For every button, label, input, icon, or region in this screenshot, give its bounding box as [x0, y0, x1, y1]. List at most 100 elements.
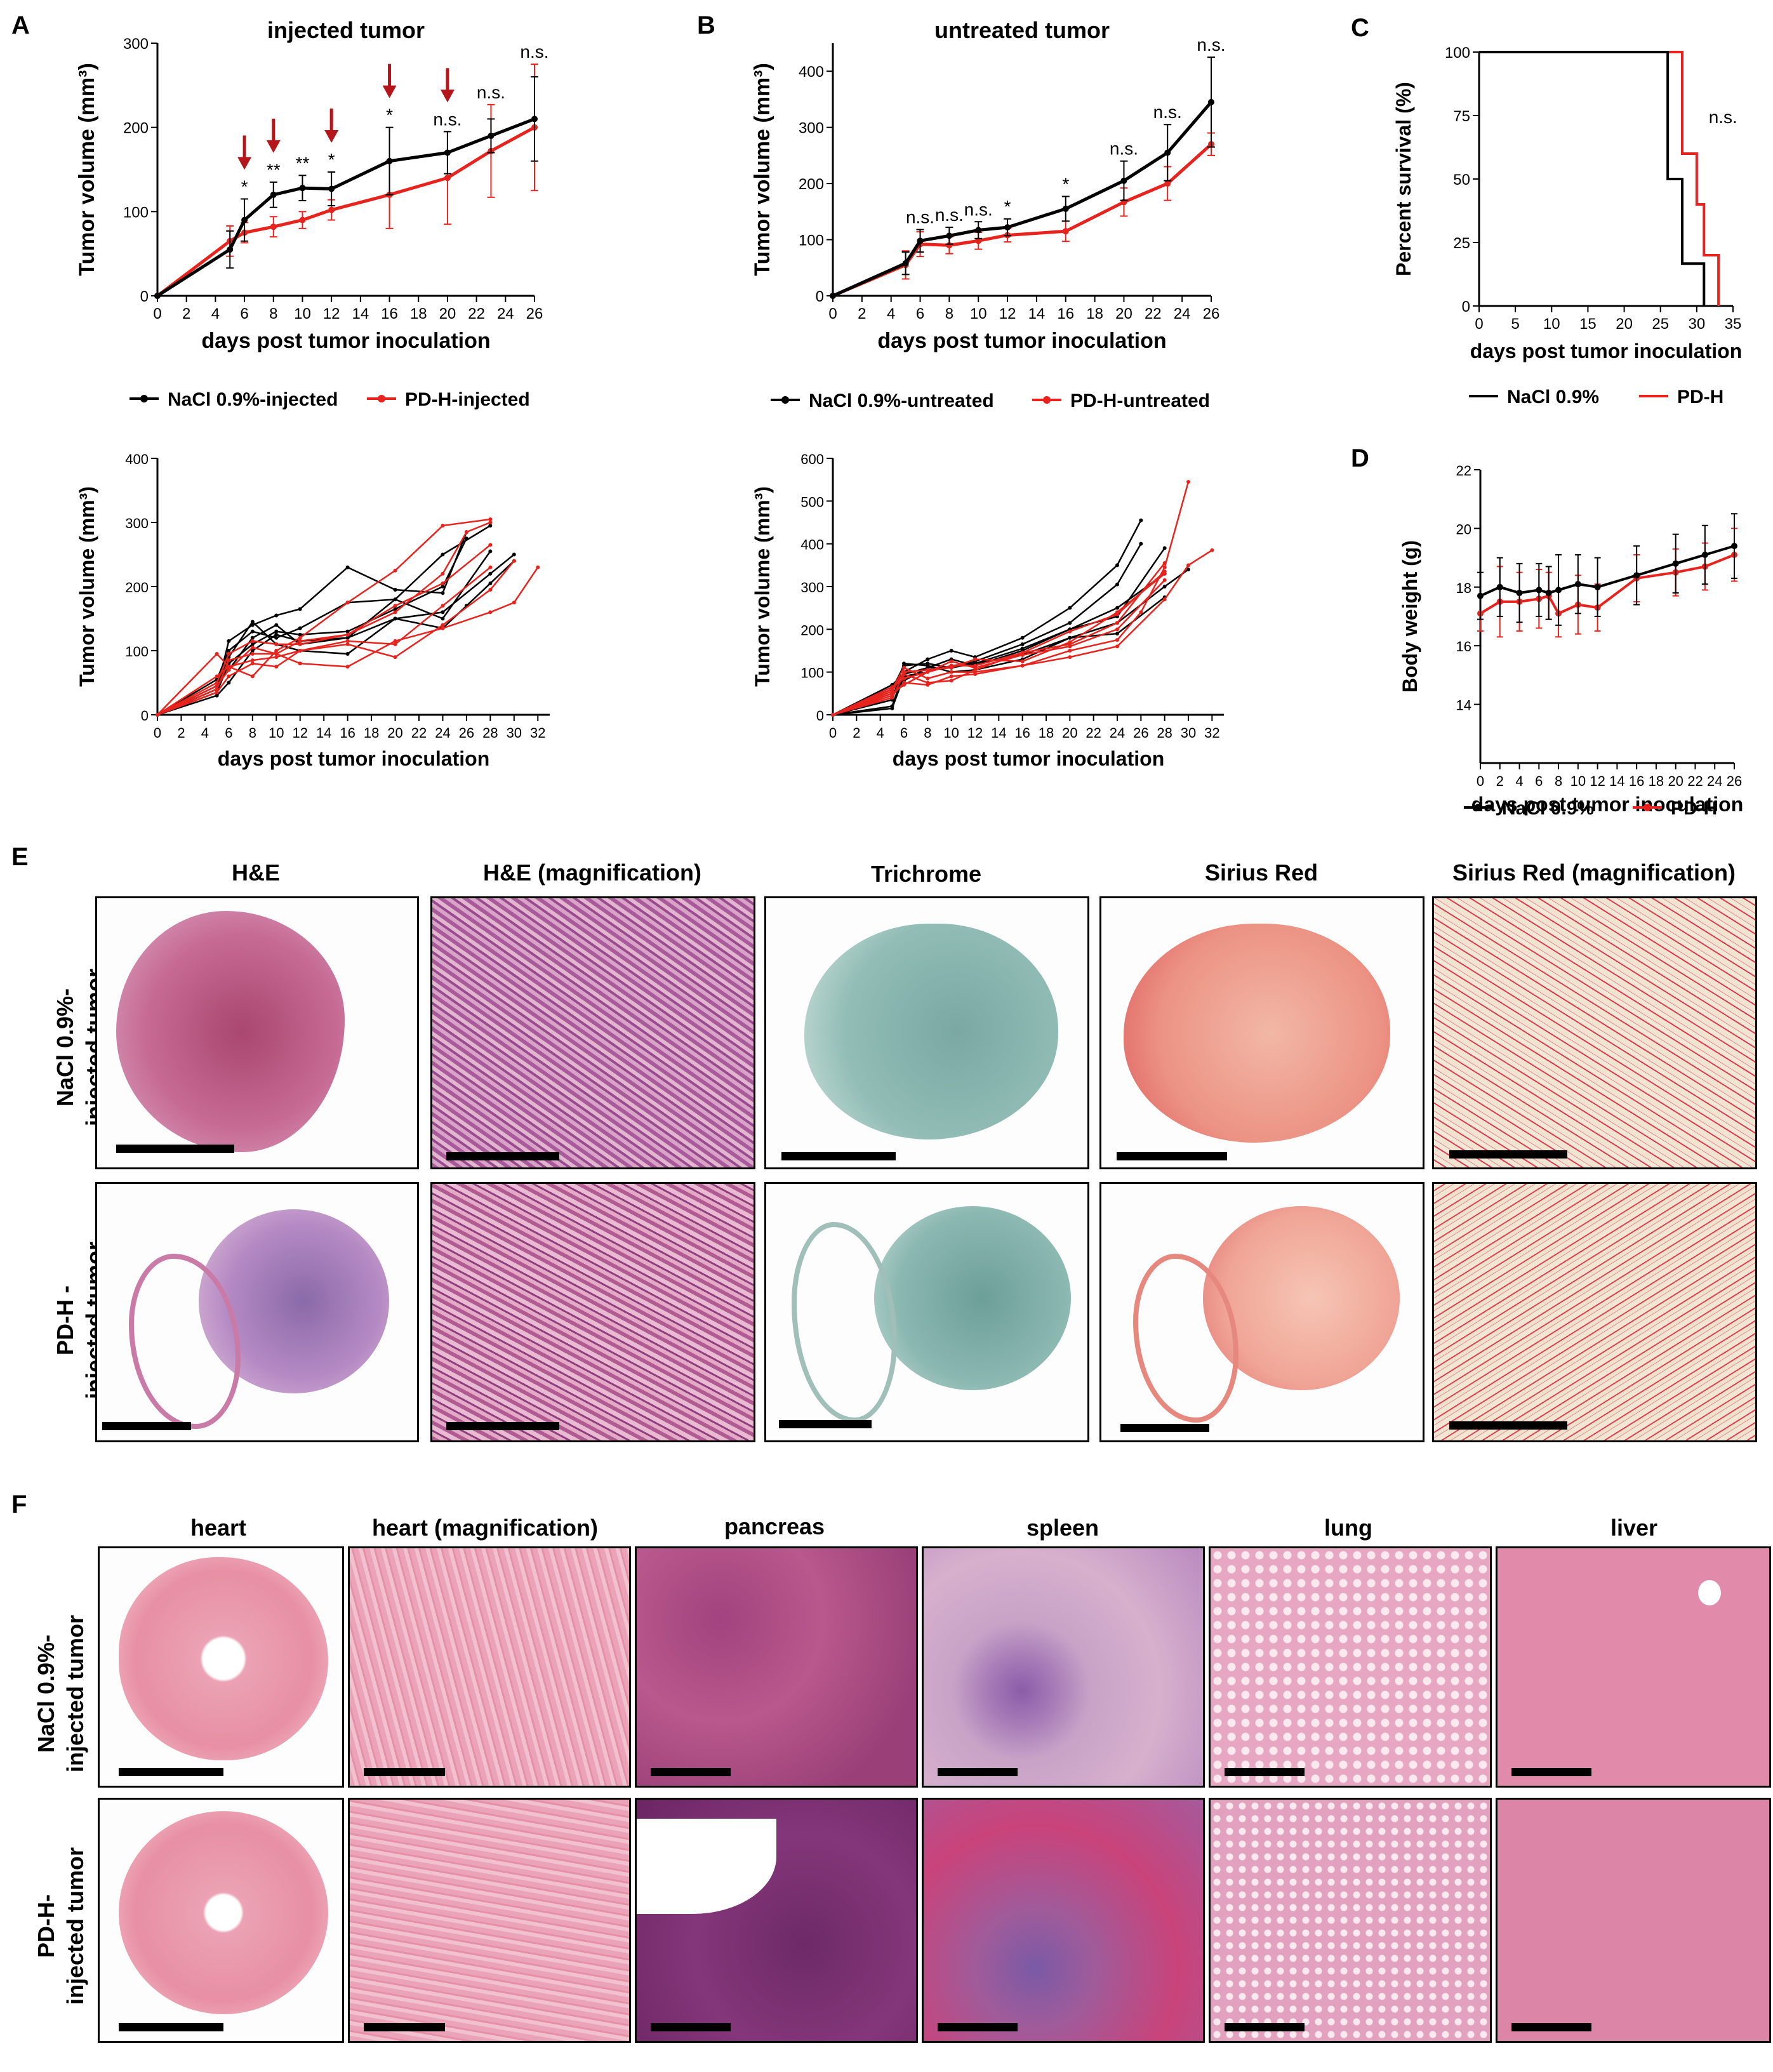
scale-bar	[1449, 1421, 1567, 1430]
data-point	[227, 649, 231, 653]
data-point	[274, 635, 279, 640]
individual-curve	[157, 567, 539, 716]
e-nacl-sirius-image	[1099, 896, 1424, 1169]
panel-label-c: C	[1351, 14, 1369, 42]
data-point	[488, 543, 493, 547]
x-tick-label: 24	[1707, 773, 1722, 789]
data-point	[154, 293, 161, 299]
data-point	[1574, 581, 1581, 588]
y-tick-label: 0	[816, 288, 824, 305]
y-tick-label: 100	[1445, 44, 1470, 62]
data-point	[902, 665, 906, 670]
f-nacl-pancreas-image	[635, 1546, 918, 1788]
y-tick-label: 400	[799, 63, 824, 81]
chart-untreated-tumor-individual: 0 2 4 6 8 10 12 14 16 18 20 22 24 26 28 30 3201002003004…	[751, 451, 1224, 770]
data-point	[949, 674, 953, 679]
data-point	[1701, 551, 1708, 558]
x-tick-label: 10	[294, 305, 311, 322]
y-tick-label: 22	[1456, 463, 1471, 479]
y-tick-label: 300	[123, 36, 149, 53]
data-point	[926, 681, 930, 685]
data-point	[946, 232, 953, 239]
y-tick-label: 400	[125, 451, 149, 467]
y-axis-label: Tumor volume (mm³)	[76, 486, 98, 687]
data-point	[531, 116, 538, 123]
x-tick-label: 8	[249, 725, 256, 741]
data-point	[902, 661, 906, 666]
data-point	[512, 559, 516, 563]
data-point	[298, 649, 302, 653]
x-tick-label: 15	[1579, 315, 1597, 333]
e-pdh-he-mag-image	[430, 1182, 755, 1442]
data-point	[488, 588, 493, 592]
f-pdh-heart-mag-image	[348, 1798, 631, 2043]
panel-label-f: F	[11, 1491, 27, 1518]
legend-label: NaCl 0.9%	[1507, 387, 1599, 408]
data-point	[488, 581, 493, 585]
legend-marker	[1644, 804, 1651, 811]
injection-arrow-head	[382, 85, 397, 98]
individual-curve	[832, 580, 1165, 716]
individual-curve	[832, 573, 1165, 716]
chart-injected-tumor-individual: 0 2 4 6 8 10 12 14 16 18 20 22 24 26 28 30 3201002003004…	[76, 451, 550, 770]
data-point	[488, 565, 493, 569]
data-point	[227, 639, 231, 643]
f-pdh-heart-image	[98, 1798, 344, 2043]
data-point	[1162, 597, 1167, 602]
data-point	[250, 649, 255, 653]
data-point	[1068, 606, 1072, 610]
x-tick-label: 28	[482, 725, 498, 741]
data-point	[441, 571, 445, 576]
data-point	[250, 620, 255, 624]
individual-curve	[157, 544, 491, 716]
data-point	[512, 601, 516, 605]
data-point	[274, 642, 279, 646]
individual-curve	[157, 550, 491, 716]
data-point	[328, 185, 335, 192]
x-tick-label: 18	[1086, 305, 1103, 322]
data-point	[1162, 565, 1167, 569]
series-line-nacl	[832, 101, 1212, 298]
data-point	[1115, 644, 1119, 649]
x-axis-label: days post tumor inoculation	[1471, 793, 1743, 816]
data-point	[298, 607, 302, 611]
data-point	[488, 517, 493, 521]
data-point	[973, 665, 977, 670]
data-point	[488, 132, 495, 139]
data-point	[890, 706, 894, 710]
x-tick-label: 6	[916, 305, 924, 322]
x-tick-label: 12	[292, 725, 307, 741]
data-point	[488, 521, 493, 524]
y-tick-label: 200	[125, 580, 149, 595]
individual-curve	[157, 560, 515, 716]
data-point	[1536, 587, 1543, 594]
f-nacl-lung-image	[1209, 1546, 1492, 1788]
data-point	[345, 665, 350, 669]
y-tick-label: 0	[141, 708, 149, 724]
data-point	[393, 655, 397, 660]
y-tick-label: 0	[816, 708, 824, 724]
x-tick-label: 20	[1115, 305, 1132, 322]
scale-bar	[1449, 1150, 1567, 1159]
data-point	[926, 670, 930, 674]
scale-bar	[1511, 1768, 1591, 1776]
x-tick-label: 30	[507, 725, 522, 741]
data-point	[345, 639, 350, 643]
data-point	[441, 604, 445, 608]
data-point	[227, 246, 234, 253]
data-point	[1020, 635, 1025, 640]
y-tick-label: 300	[800, 580, 824, 595]
data-point	[215, 684, 219, 688]
panel-label-e: E	[11, 843, 29, 871]
y-tick-label: 100	[123, 204, 149, 221]
x-tick-label: 0	[1475, 315, 1483, 333]
significance-label: n.s.	[477, 83, 505, 102]
x-tick-label: 24	[1174, 305, 1191, 322]
x-tick-label: 0	[829, 725, 837, 741]
x-tick-label: 16	[381, 305, 398, 322]
data-point	[215, 681, 219, 685]
chart-title: injected tumor	[267, 17, 425, 43]
scale-bar	[1225, 2023, 1305, 2031]
f-nacl-liver-image	[1496, 1546, 1771, 1788]
